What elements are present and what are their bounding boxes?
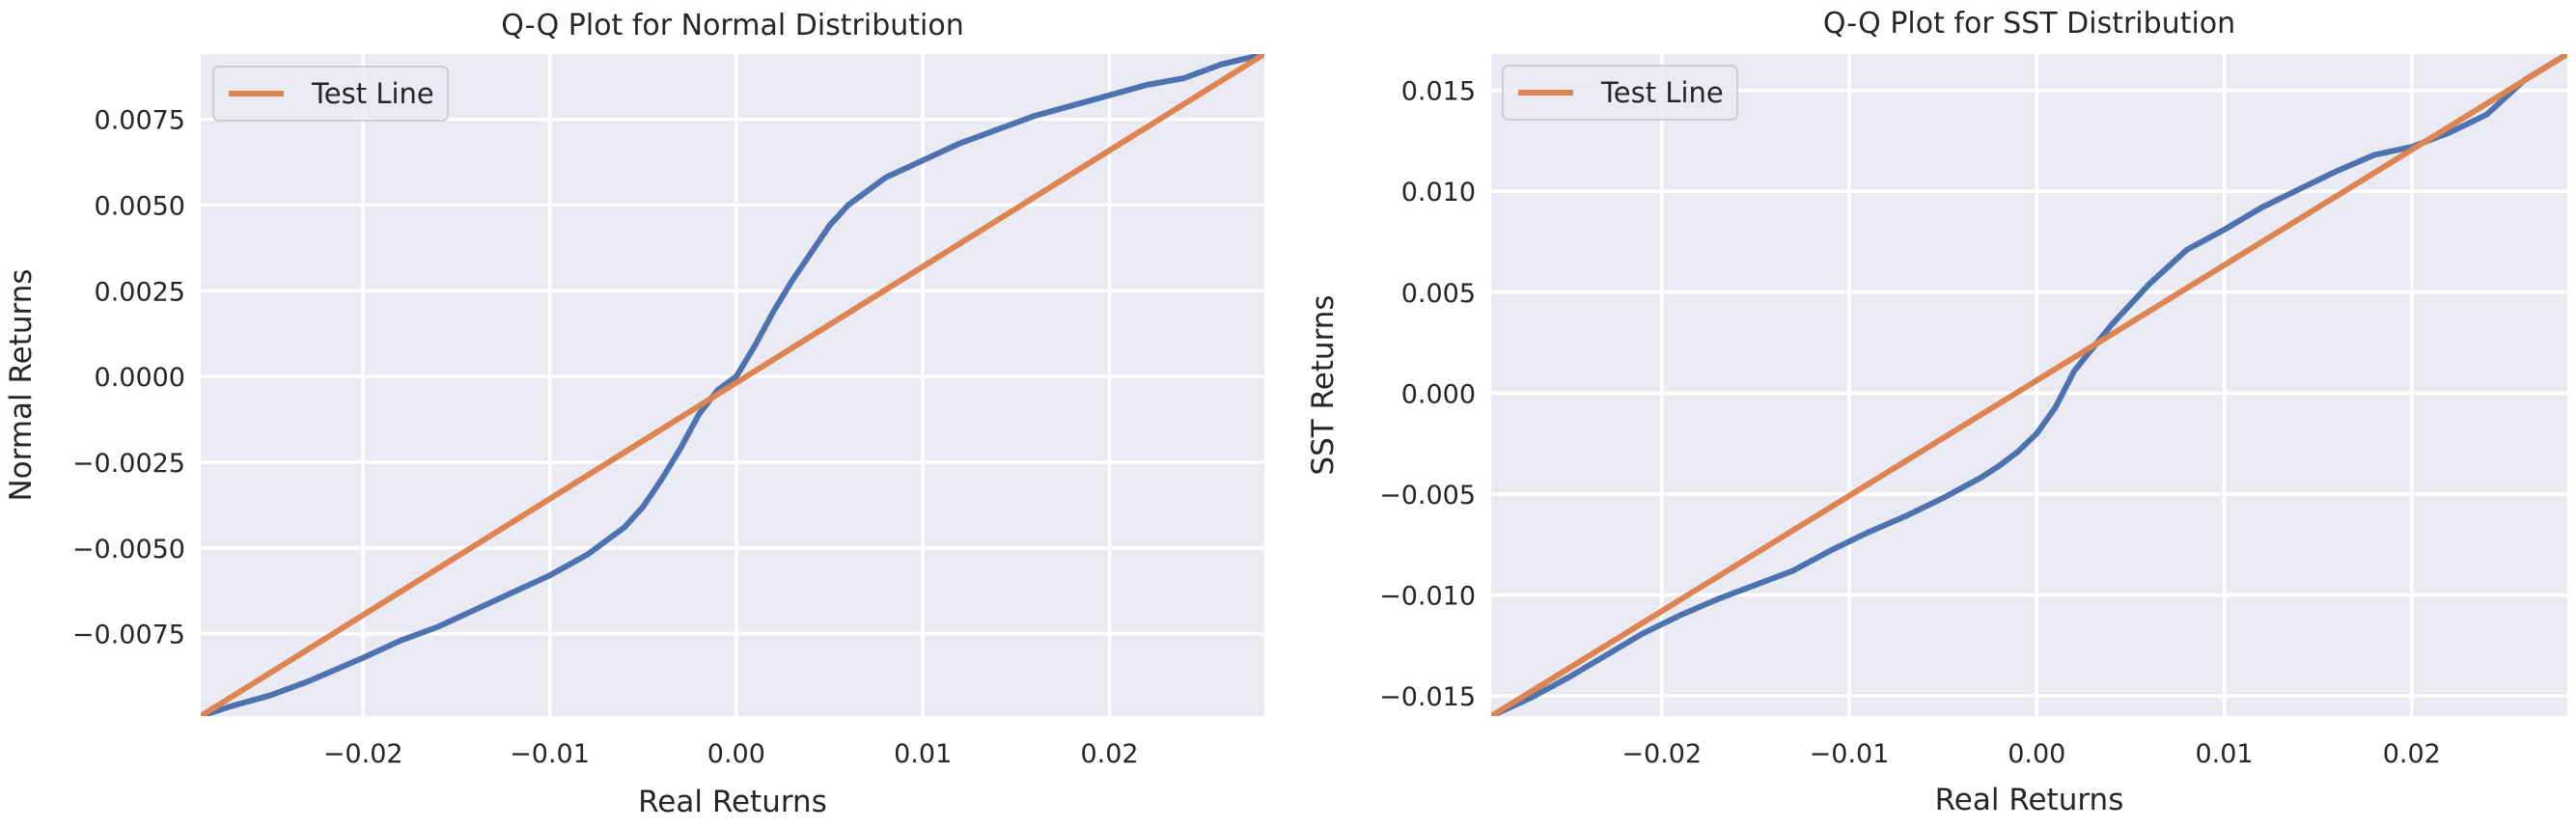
y-tick-label: 0.015 — [1401, 77, 1476, 107]
chart-title: Q-Q Plot for SST Distribution — [1823, 7, 2235, 41]
legend-box — [212, 66, 449, 122]
x-axis-label: Real Returns — [638, 785, 827, 819]
x-tick-label: −0.02 — [323, 739, 403, 769]
y-tick-label: 0.010 — [1401, 178, 1476, 207]
legend: Test Line — [1502, 65, 1738, 121]
y-tick-label: −0.015 — [1379, 682, 1476, 712]
y-tick-label: 0.0050 — [95, 191, 185, 221]
x-tick-label: 0.02 — [2383, 739, 2441, 769]
legend: Test Line — [212, 66, 449, 122]
y-tick-label: −0.0075 — [72, 621, 185, 650]
y-tick-label: 0.0025 — [95, 277, 185, 307]
x-tick-label: 0.01 — [2195, 739, 2253, 769]
legend-box — [1502, 65, 1738, 121]
y-tick-label: 0.0075 — [95, 106, 185, 136]
x-tick-label: 0.00 — [2008, 739, 2065, 769]
y-tick-label: −0.0050 — [72, 535, 185, 565]
x-tick-label: 0.01 — [894, 739, 952, 769]
chart-title: Q-Q Plot for Normal Distribution — [501, 9, 964, 42]
y-tick-label: 0.0000 — [95, 363, 185, 393]
y-tick-label: 0.005 — [1401, 279, 1476, 309]
y-tick-label: −0.005 — [1379, 481, 1476, 511]
test-line — [1491, 54, 2567, 716]
x-tick-label: −0.02 — [1621, 739, 1702, 769]
chart-panel-2: −0.02 −0.01 0.00 0.01 0.02 −0.015 −0.010 −0.005… — [1306, 7, 2567, 817]
y-tick-label: 0.000 — [1401, 379, 1476, 409]
test-line — [201, 54, 1264, 716]
x-axis-label: Real Returns — [1935, 783, 2124, 817]
x-tick-label: 0.02 — [1080, 739, 1138, 769]
series-group — [201, 54, 1264, 716]
x-tick-label: −0.01 — [510, 739, 590, 769]
y-tick-label: −0.0025 — [72, 449, 185, 479]
chart-panel-1: −0.02 −0.01 0.00 0.01 0.02 −0.0075 −0.0050 −0.0… — [4, 9, 1264, 819]
qq-quantile-line — [1491, 54, 2567, 716]
series-group — [1491, 54, 2567, 716]
qq-quantile-line — [201, 54, 1264, 716]
y-axis-label: Normal Returns — [4, 268, 39, 501]
y-axis-label: SST Returns — [1306, 294, 1341, 475]
x-tick-label: −0.01 — [1810, 739, 1890, 769]
y-tick-label: −0.010 — [1379, 582, 1476, 612]
x-tick-label: 0.00 — [707, 739, 765, 769]
legend-label: Test Line — [311, 77, 434, 110]
legend-label: Test Line — [1600, 76, 1724, 109]
